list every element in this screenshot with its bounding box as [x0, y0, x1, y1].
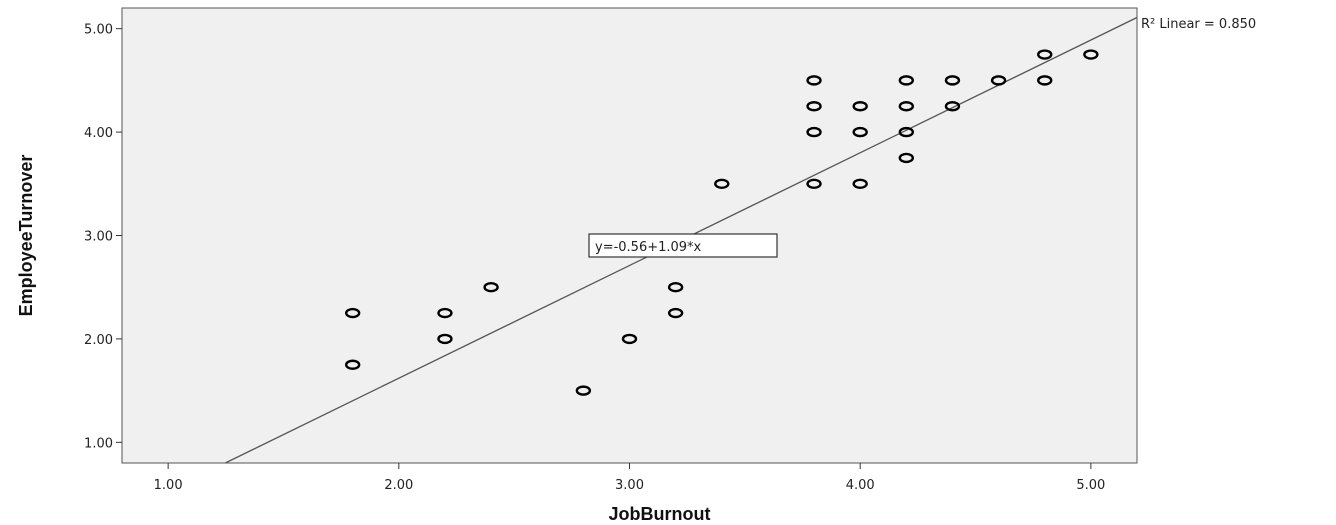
x-axis-title: JobBurnout: [609, 504, 711, 524]
data-point: [667, 307, 684, 319]
x-tick-label: 1.00: [154, 478, 183, 493]
x-tick-label: 4.00: [846, 478, 875, 493]
data-point: [344, 359, 361, 370]
y-tick-label: 3.00: [84, 230, 113, 245]
data-point: [344, 307, 361, 319]
data-point: [806, 178, 822, 189]
data-point: [806, 101, 822, 112]
data-point: [714, 178, 730, 189]
data-point: [621, 333, 638, 345]
y-axis-title: EmployeeTurnover: [16, 155, 36, 317]
data-point: [852, 101, 868, 112]
x-axis: 1.00 2.00 3.00 4.00 5.00: [154, 463, 1105, 493]
data-point: [575, 385, 592, 396]
data-point: [1037, 49, 1053, 60]
data-point: [437, 333, 453, 345]
data-point: [806, 75, 822, 86]
data-point: [806, 126, 822, 138]
y-tick-label: 5.00: [84, 23, 113, 38]
y-tick-label: 4.00: [84, 126, 113, 141]
y-axis: 1.00 2.00 3.00 4.00 5.00: [84, 23, 122, 451]
data-point: [898, 101, 915, 112]
x-tick-label: 2.00: [384, 478, 413, 493]
equation-label: y=-0.56+1.09*x: [595, 240, 702, 255]
equation-box: y=-0.56+1.09*x: [588, 233, 778, 258]
data-point: [990, 75, 1007, 86]
data-point: [898, 126, 915, 138]
data-points: [344, 49, 1099, 396]
data-point: [483, 282, 499, 293]
r2-label: R² Linear = 0.850: [1141, 17, 1256, 32]
data-point: [898, 75, 915, 86]
data-point: [852, 126, 868, 138]
data-point: [944, 75, 961, 86]
x-tick-label: 5.00: [1076, 478, 1105, 493]
data-point: [852, 178, 868, 189]
data-point: [898, 152, 915, 164]
x-tick-label: 3.00: [615, 478, 644, 493]
data-point: [437, 307, 453, 319]
y-tick-label: 1.00: [84, 436, 113, 451]
data-point: [1083, 49, 1099, 60]
data-point: [667, 282, 684, 293]
data-point: [1037, 75, 1053, 86]
y-tick-label: 2.00: [84, 333, 113, 348]
equation-box-frame: [588, 233, 778, 258]
data-point: [944, 101, 961, 112]
